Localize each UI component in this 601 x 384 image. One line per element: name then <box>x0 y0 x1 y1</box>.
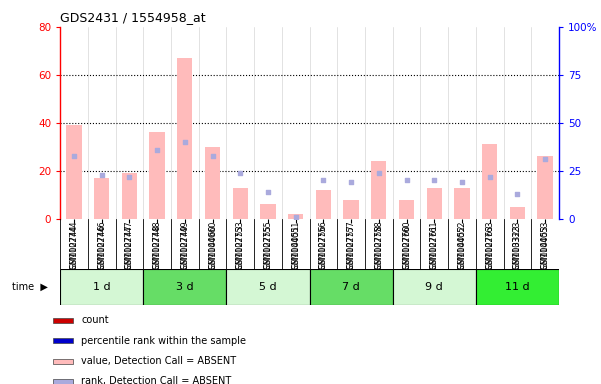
Bar <box>53 359 73 364</box>
Text: 9 d: 9 d <box>426 282 443 292</box>
Text: GSM102749: GSM102749 <box>180 220 189 269</box>
Text: 1 d: 1 d <box>93 282 111 292</box>
Point <box>291 214 300 220</box>
Text: value, Detection Call = ABSENT: value, Detection Call = ABSENT <box>81 356 236 366</box>
Point <box>540 156 550 162</box>
Bar <box>150 132 165 219</box>
Text: GSM102757: GSM102757 <box>347 220 356 269</box>
Point <box>319 177 328 184</box>
Text: GSM102758: GSM102758 <box>374 220 383 269</box>
Bar <box>177 58 192 219</box>
Point <box>69 152 79 159</box>
Text: GSM102747: GSM102747 <box>125 220 134 269</box>
Bar <box>143 269 227 305</box>
Point <box>180 139 190 145</box>
Point <box>263 189 273 195</box>
Text: GSM102755: GSM102755 <box>263 220 272 269</box>
Text: GSM102761: GSM102761 <box>430 220 439 269</box>
Bar <box>427 188 442 219</box>
Text: 5 d: 5 d <box>259 282 276 292</box>
Point <box>152 147 162 153</box>
Bar <box>371 161 386 219</box>
Point <box>457 179 467 185</box>
Bar <box>454 188 469 219</box>
Point <box>346 179 356 185</box>
Text: GSM102763: GSM102763 <box>485 220 494 269</box>
Text: GSM104060: GSM104060 <box>208 220 217 269</box>
Bar <box>233 188 248 219</box>
Text: GSM104053: GSM104053 <box>540 220 549 269</box>
Text: GDS2431 / 1554958_at: GDS2431 / 1554958_at <box>60 11 206 24</box>
Bar <box>343 200 359 219</box>
Bar <box>399 200 414 219</box>
Bar <box>94 178 109 219</box>
Text: GSM102744: GSM102744 <box>70 220 79 269</box>
Text: time  ▶: time ▶ <box>12 282 48 292</box>
Text: percentile rank within the sample: percentile rank within the sample <box>81 336 246 346</box>
Text: GSM102753: GSM102753 <box>236 220 245 269</box>
Text: 11 d: 11 d <box>505 282 529 292</box>
Text: GSM102748: GSM102748 <box>153 220 162 269</box>
Point <box>124 174 134 180</box>
Bar <box>537 157 553 219</box>
Text: 3 d: 3 d <box>176 282 194 292</box>
Text: count: count <box>81 316 109 326</box>
Bar <box>476 269 559 305</box>
Text: GSM104052: GSM104052 <box>457 220 466 269</box>
Bar <box>53 338 73 343</box>
Text: GSM102756: GSM102756 <box>319 220 328 269</box>
Text: 7 d: 7 d <box>342 282 360 292</box>
Bar <box>316 190 331 219</box>
Bar <box>227 269 310 305</box>
Point <box>401 177 411 184</box>
Bar <box>53 318 73 323</box>
Bar <box>260 204 276 219</box>
Point <box>208 152 218 159</box>
Bar <box>205 147 220 219</box>
Text: rank, Detection Call = ABSENT: rank, Detection Call = ABSENT <box>81 376 231 384</box>
Text: GSM103323: GSM103323 <box>513 220 522 269</box>
Bar <box>66 125 82 219</box>
Bar <box>53 379 73 384</box>
Point <box>429 177 439 184</box>
Bar <box>288 214 304 219</box>
Point <box>485 174 495 180</box>
Point <box>97 172 106 178</box>
Text: GSM102746: GSM102746 <box>97 220 106 269</box>
Point <box>374 170 383 176</box>
Bar <box>60 269 143 305</box>
Point <box>513 191 522 197</box>
Bar <box>392 269 476 305</box>
Bar <box>482 144 497 219</box>
Text: GSM104051: GSM104051 <box>291 220 300 269</box>
Bar <box>310 269 392 305</box>
Bar <box>122 173 137 219</box>
Point <box>236 170 245 176</box>
Text: GSM102760: GSM102760 <box>402 220 411 269</box>
Bar <box>510 207 525 219</box>
